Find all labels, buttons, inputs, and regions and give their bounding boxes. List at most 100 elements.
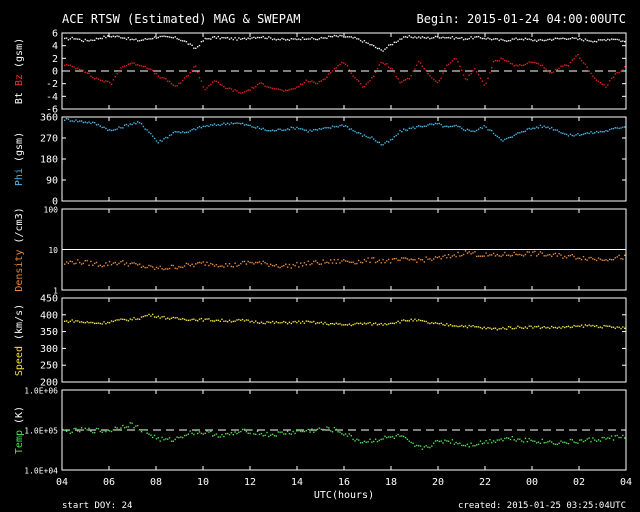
- data-point: [534, 127, 536, 130]
- data-point: [180, 318, 182, 321]
- data-point: [253, 126, 255, 129]
- data-point: [148, 264, 150, 267]
- data-point: [492, 132, 495, 135]
- data-point: [605, 86, 607, 88]
- data-point: [346, 260, 349, 262]
- data-point: [226, 265, 229, 267]
- data-point: [622, 69, 624, 71]
- data-point: [356, 78, 358, 81]
- data-point: [107, 129, 109, 132]
- data-point: [253, 321, 255, 324]
- y-axis-label-part: Phi: [14, 168, 25, 186]
- data-point: [524, 326, 527, 328]
- data-point: [451, 255, 454, 257]
- data-point: [212, 320, 214, 322]
- data-point: [309, 81, 311, 83]
- data-point: [273, 322, 276, 324]
- data-point: [249, 432, 251, 435]
- data-point: [391, 435, 394, 438]
- data-point: [494, 38, 497, 40]
- data-point: [605, 130, 607, 132]
- data-point: [172, 440, 174, 442]
- data-point: [472, 325, 474, 327]
- data-point: [397, 320, 399, 322]
- data-point: [69, 120, 71, 122]
- y-tick-label: -4: [46, 92, 58, 103]
- data-point: [485, 126, 487, 128]
- data-point: [552, 253, 555, 255]
- data-point: [245, 263, 248, 265]
- data-point: [371, 77, 373, 79]
- y-axis-label-part: (km/s): [14, 304, 25, 346]
- data-point: [419, 125, 422, 128]
- data-point: [586, 66, 588, 68]
- data-point: [479, 77, 482, 79]
- data-point: [457, 125, 459, 128]
- data-point: [108, 322, 111, 324]
- y-tick-label: 90: [46, 176, 58, 187]
- data-point: [427, 258, 429, 260]
- data-point: [316, 38, 319, 41]
- data-point: [208, 264, 210, 267]
- data-point: [447, 254, 450, 256]
- data-point: [614, 435, 616, 437]
- data-point: [429, 38, 431, 40]
- data-point: [564, 38, 566, 40]
- data-point: [305, 38, 307, 40]
- data-point: [262, 127, 264, 130]
- data-point: [255, 433, 257, 435]
- data-point: [92, 264, 94, 266]
- data-point: [425, 320, 427, 323]
- data-point: [601, 327, 603, 329]
- data-point: [592, 132, 594, 135]
- data-point: [322, 78, 324, 81]
- data-point: [273, 265, 276, 267]
- data-point: [547, 70, 549, 73]
- data-point: [556, 443, 558, 446]
- data-point: [285, 263, 287, 265]
- data-point: [567, 325, 570, 327]
- data-point: [386, 47, 388, 49]
- data-point: [569, 438, 572, 441]
- data-point: [526, 327, 528, 329]
- data-point: [195, 429, 197, 432]
- data-point: [343, 434, 345, 436]
- series-bt: [64, 34, 626, 52]
- data-point: [333, 67, 336, 70]
- data-point: [296, 261, 298, 264]
- data-point: [82, 121, 85, 124]
- data-point: [288, 89, 291, 91]
- data-point: [431, 77, 433, 79]
- data-point: [418, 445, 420, 447]
- data-point: [163, 315, 165, 318]
- data-point: [77, 259, 79, 261]
- data-point: [301, 36, 304, 39]
- data-point: [504, 437, 506, 440]
- data-point: [350, 72, 352, 74]
- data-point: [616, 434, 618, 437]
- data-point: [573, 135, 575, 137]
- data-point: [86, 39, 88, 42]
- data-point: [204, 37, 206, 40]
- data-point: [534, 250, 536, 253]
- data-point: [146, 129, 148, 131]
- data-point: [389, 262, 392, 264]
- data-point: [256, 261, 259, 264]
- y-tick-label: 400: [40, 310, 58, 321]
- data-point: [487, 37, 489, 39]
- data-point: [506, 437, 508, 439]
- data-point: [461, 444, 463, 447]
- data-point: [519, 438, 521, 440]
- data-point: [466, 78, 469, 81]
- data-point: [461, 36, 463, 39]
- data-point: [511, 328, 513, 330]
- data-point: [416, 320, 418, 322]
- data-point: [622, 326, 624, 328]
- data-point: [431, 322, 433, 324]
- data-point: [256, 430, 259, 432]
- data-point: [283, 90, 285, 92]
- data-point: [521, 254, 523, 256]
- data-point: [352, 261, 354, 263]
- y-tick-label: 450: [40, 294, 58, 305]
